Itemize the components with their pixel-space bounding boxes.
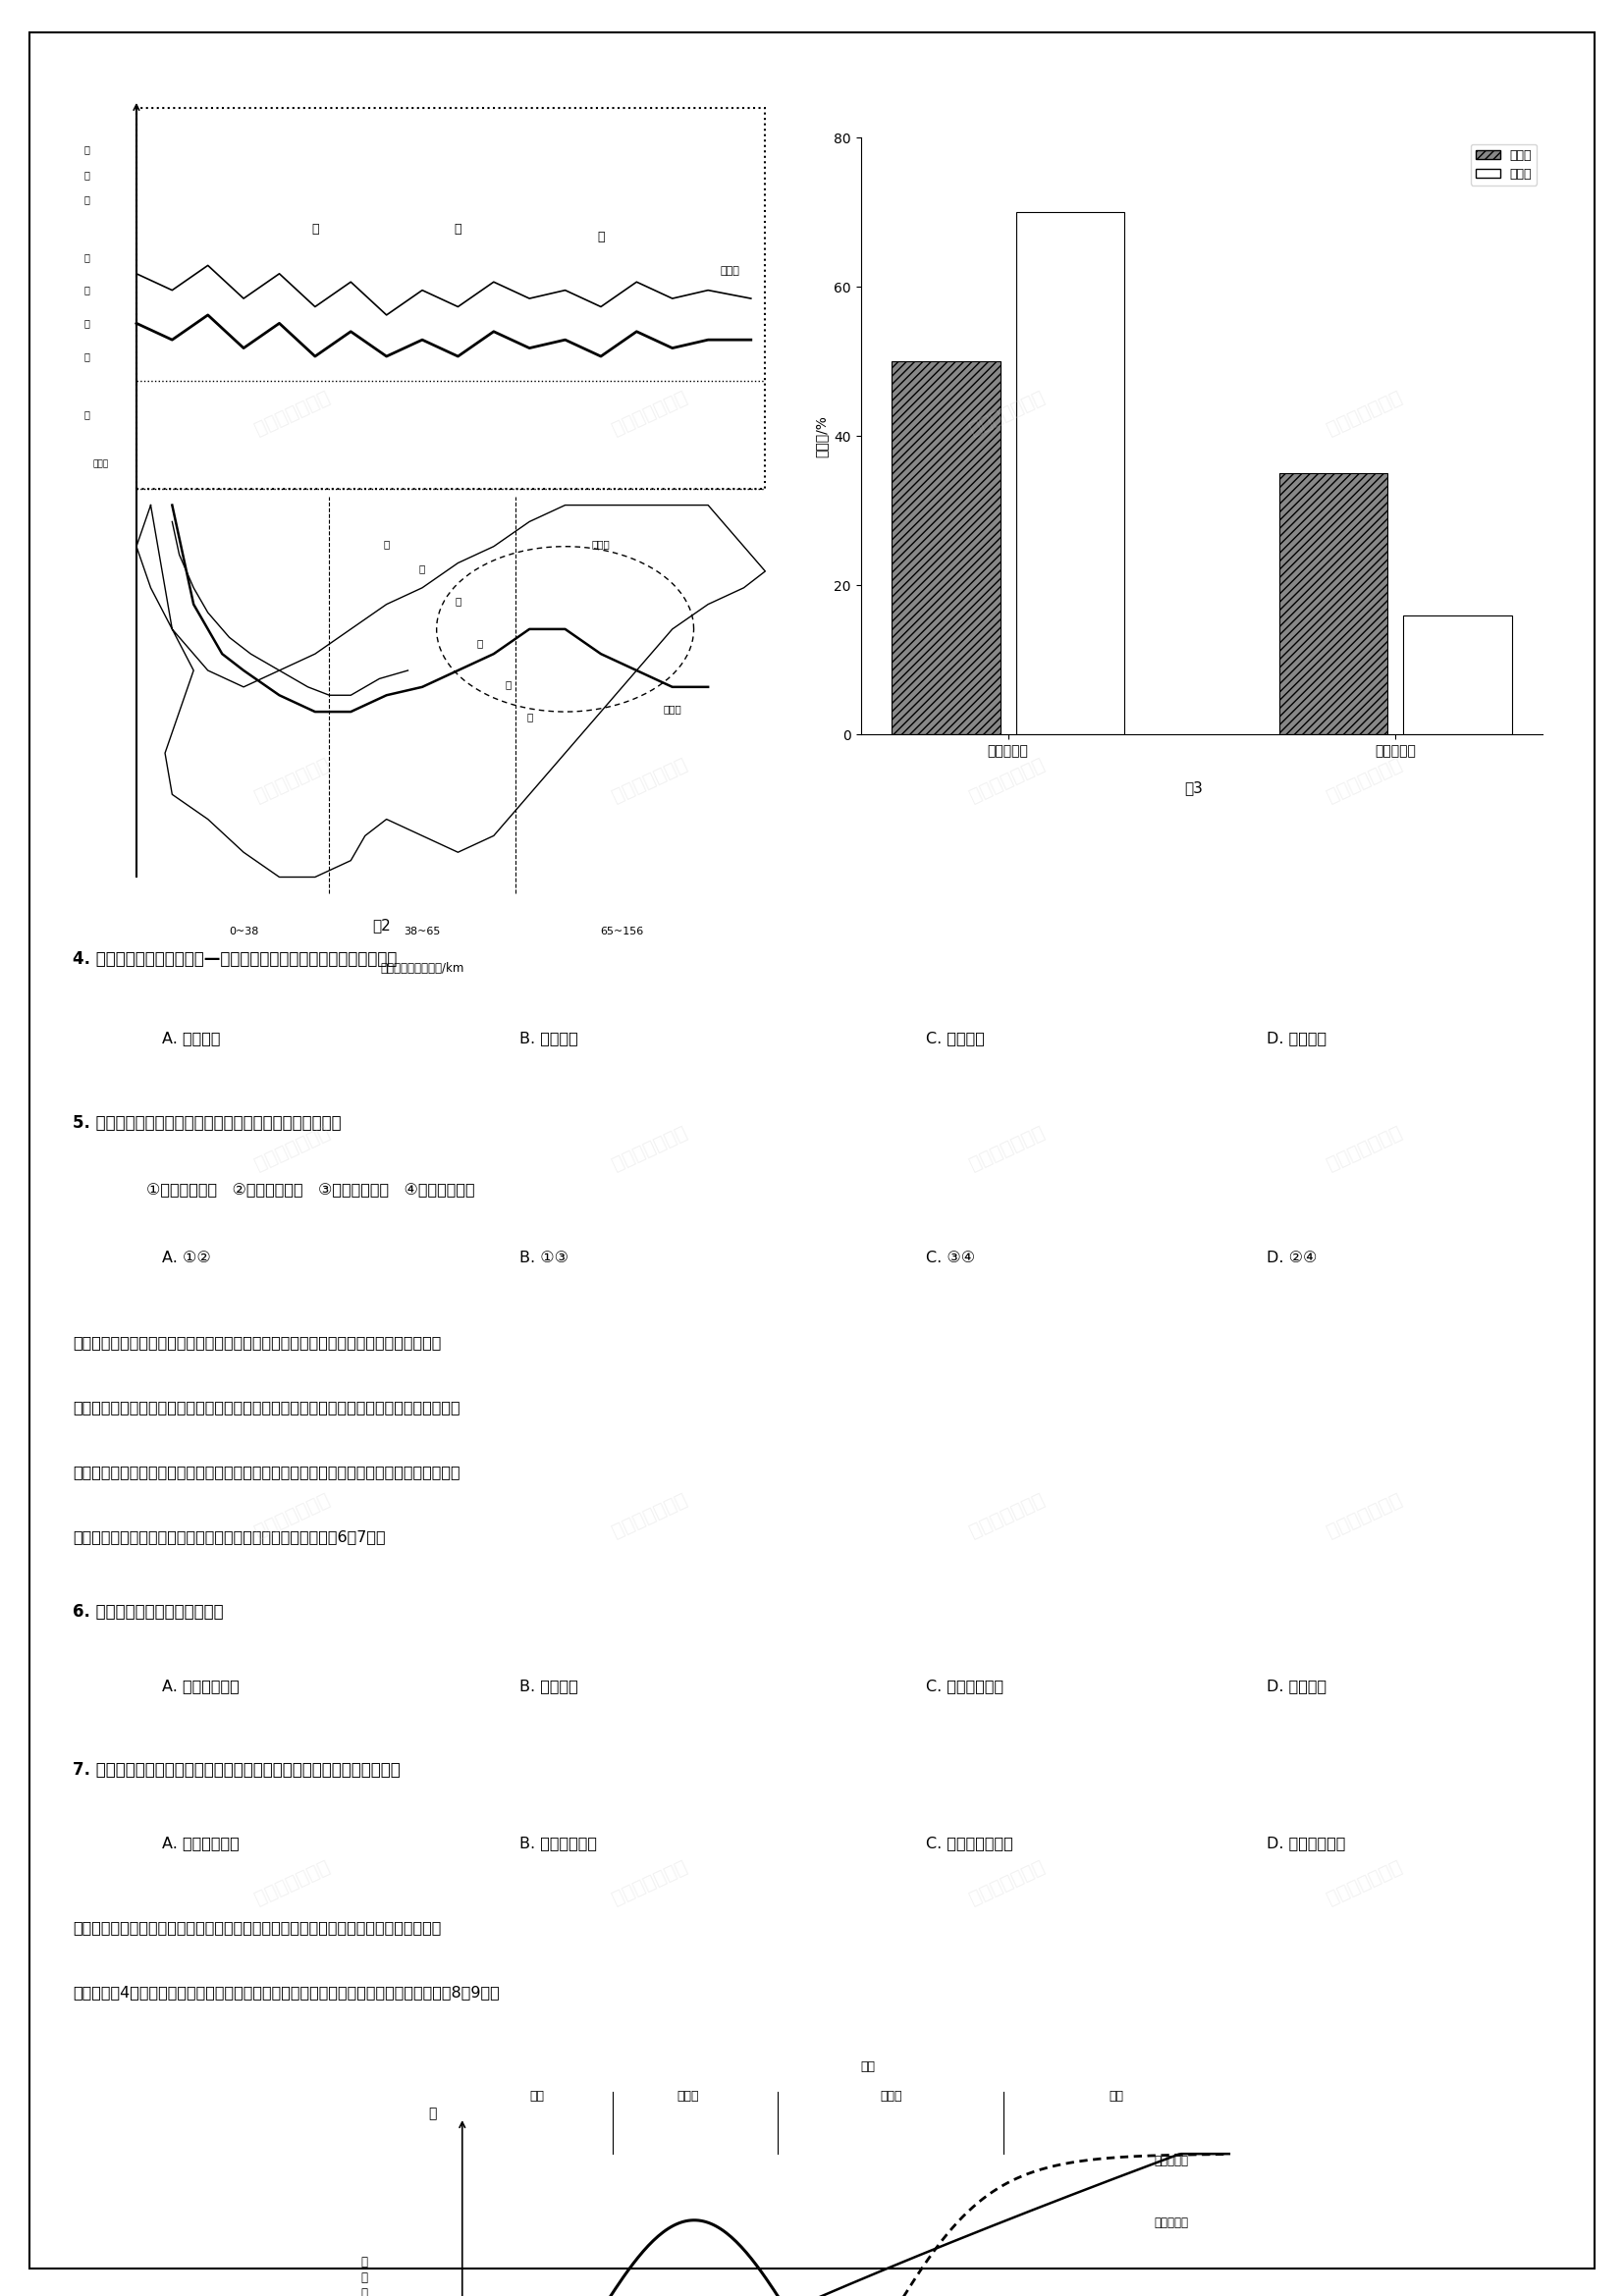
Text: 集一时间技教育: 集一时间技教育	[1324, 1857, 1405, 1908]
Bar	[1015, 211, 1124, 735]
Text: 半干旱: 半干旱	[677, 2089, 698, 2103]
Text: 38~65: 38~65	[404, 928, 440, 937]
Text: 65~156: 65~156	[601, 928, 645, 937]
Text: D. 城区规模: D. 城区规模	[1267, 1678, 1327, 1692]
Text: 溪洛渡: 溪洛渡	[663, 705, 682, 714]
Text: 表温度的变化序列，分析城市夜间灯光对地表温度的响应。研究表明，我国某城市群发展早期: 表温度的变化序列，分析城市夜间灯光对地表温度的响应。研究表明，我国某城市群发展早…	[73, 1401, 461, 1414]
Text: A. ①②: A. ①②	[162, 1251, 211, 1265]
Bar	[1403, 615, 1512, 735]
Text: 溪洛渡: 溪洛渡	[93, 459, 109, 468]
Text: D. 河水流速: D. 河水流速	[1267, 1031, 1327, 1047]
Text: C. 基础设施不完善: C. 基础设施不完善	[926, 1837, 1013, 1851]
Text: 拖: 拖	[83, 170, 89, 179]
Text: 湖: 湖	[83, 145, 89, 154]
Text: 气候: 气候	[861, 2060, 875, 2073]
Text: 干旱: 干旱	[529, 2089, 544, 2103]
Text: 集一时间技教育: 集一时间技教育	[1324, 755, 1405, 806]
Text: 坝: 坝	[83, 253, 89, 262]
Legend: 蓄水前, 蓄水后: 蓄水前, 蓄水后	[1470, 145, 1536, 186]
Bar	[1280, 473, 1389, 735]
Text: 集一时间技教育: 集一时间技教育	[252, 1490, 333, 1541]
Text: 湿润: 湿润	[1109, 2089, 1124, 2103]
Text: 集一时间技教育: 集一时间技教育	[609, 1123, 690, 1173]
Text: 集一时间技教育: 集一时间技教育	[609, 388, 690, 439]
Y-axis label: 百分比/%: 百分比/%	[815, 416, 828, 457]
Text: 半湿润: 半湿润	[880, 2089, 901, 2103]
Text: 7. 城市群发展早期，夜间灯光对地表温度的响应存在滞后性，主要是因为: 7. 城市群发展早期，夜间灯光对地表温度的响应存在滞后性，主要是因为	[73, 1761, 401, 1779]
Text: 集一时间技教育: 集一时间技教育	[609, 1857, 690, 1908]
Text: 图2: 图2	[372, 918, 391, 932]
Text: 研究表明，随着降水量的增加，水流侵蚀力和植被覆盖度发生变化，共同影响流域侵蚀产: 研究表明，随着降水量的增加，水流侵蚀力和植被覆盖度发生变化，共同影响流域侵蚀产	[73, 1919, 442, 1936]
Text: C. 人口作息规律: C. 人口作息规律	[926, 1678, 1004, 1692]
Text: 集一时间技教育: 集一时间技教育	[609, 755, 690, 806]
Text: 沙: 沙	[455, 223, 461, 234]
Text: A. 河面宽度: A. 河面宽度	[162, 1031, 221, 1047]
Text: 植被覆盖度: 植被覆盖度	[1155, 2216, 1189, 2229]
Text: B. 交通流量: B. 交通流量	[520, 1678, 578, 1692]
Text: 超前，即夜间灯光的扩展超过了城区地表温度的增长。据此完成6～7题。: 超前，即夜间灯光的扩展超过了城区地表温度的增长。据此完成6～7题。	[73, 1529, 387, 1543]
Text: 集一时间技教育: 集一时间技教育	[1324, 1123, 1405, 1173]
Text: 集一时间技教育: 集一时间技教育	[252, 1857, 333, 1908]
Text: 集一时间技教育: 集一时间技教育	[966, 388, 1047, 439]
Text: 利用卫星遥感技术可以获取城市夜间灯光图像，利用地理信息系统可以建立夜间灯光与地: 利用卫星遥感技术可以获取城市夜间灯光图像，利用地理信息系统可以建立夜间灯光与地	[73, 1334, 442, 1350]
Text: 河: 河	[455, 597, 461, 606]
Text: 家: 家	[83, 351, 89, 360]
Text: 沙: 沙	[505, 680, 512, 689]
Text: 集一时间技教育: 集一时间技教育	[609, 1490, 690, 1541]
Text: A. 城市扩张缓慢: A. 城市扩张缓慢	[162, 1837, 240, 1851]
Text: 向家坝: 向家坝	[719, 266, 739, 276]
Text: 4. 从水动力角度，对溪洛渡—向家坝河段进行水文分区的依据最可能是: 4. 从水动力角度，对溪洛渡—向家坝河段进行水文分区的依据最可能是	[73, 951, 398, 969]
Text: 水流侵蚀力: 水流侵蚀力	[1155, 2156, 1189, 2167]
Text: D. ②④: D. ②④	[1267, 1251, 1317, 1265]
Text: ①坝前泄水冲击   ②坝后泥沙淤积   ③激流环境减少   ④阻碍鱼类洄游: ①坝前泄水冲击 ②坝后泥沙淤积 ③激流环境减少 ④阻碍鱼类洄游	[146, 1182, 474, 1199]
Text: D. 电力供应充足: D. 电力供应充足	[1267, 1837, 1346, 1851]
Text: C. 河流水量: C. 河流水量	[926, 1031, 984, 1047]
Text: 金: 金	[476, 638, 482, 647]
Text: 集一时间技教育: 集一时间技教育	[966, 1490, 1047, 1541]
Text: 集一时间技教育: 集一时间技教育	[1324, 1490, 1405, 1541]
Text: 大: 大	[429, 2108, 437, 2122]
Text: 河: 河	[83, 409, 89, 420]
Text: B. ①③: B. ①③	[520, 1251, 568, 1265]
Text: 巧: 巧	[83, 319, 89, 328]
Text: 江: 江	[526, 712, 533, 721]
Text: B. 热岛效应较弱: B. 热岛效应较弱	[520, 1837, 598, 1851]
Text: 集一时间技教育: 集一时间技教育	[1324, 388, 1405, 439]
Text: 与溪洛渡坝下的距离/km: 与溪洛渡坝下的距离/km	[380, 962, 464, 976]
Text: 5. 河流梯级开发后，占比显著减少的鱼类面临的主要风险有: 5. 河流梯级开发后，占比显著减少的鱼类面临的主要风险有	[73, 1114, 341, 1132]
Text: 集一时间技教育: 集一时间技教育	[252, 755, 333, 806]
Text: 江: 江	[598, 232, 604, 243]
Text: 参: 参	[83, 285, 89, 296]
Text: 0~38: 0~38	[229, 928, 258, 937]
Bar	[892, 360, 1000, 735]
Text: 集一时间技教育: 集一时间技教育	[966, 755, 1047, 806]
Text: 集一时间技教育: 集一时间技教育	[966, 1857, 1047, 1908]
Text: 火: 火	[419, 563, 425, 574]
Text: 金: 金	[312, 223, 318, 234]
Text: 集一时间技教育: 集一时间技教育	[252, 388, 333, 439]
Text: B. 河床深度: B. 河床深度	[520, 1031, 578, 1047]
Text: C. ③④: C. ③④	[926, 1251, 974, 1265]
Text: 集一时间技教育: 集一时间技教育	[252, 1123, 333, 1173]
Text: 6. 夜间灯光能直观反映出城市的: 6. 夜间灯光能直观反映出城市的	[73, 1603, 224, 1621]
Text: 滩: 滩	[383, 540, 390, 549]
Text: A. 人口年龄构成: A. 人口年龄构成	[162, 1678, 240, 1692]
Text: 流
域
侵
蚀
产
沙
速
率: 流 域 侵 蚀 产 沙 速 率	[361, 2257, 369, 2296]
Text: 沙速率。图4示意水流侵蚀力、植被覆盖度和流域侵蚀产沙速率随降水量的关系。据此完成8～9题。: 沙速率。图4示意水流侵蚀力、植被覆盖度和流域侵蚀产沙速率随降水量的关系。据此完成…	[73, 1984, 500, 2000]
Text: 集一时间技教育: 集一时间技教育	[966, 1123, 1047, 1173]
Text: 图3: 图3	[1184, 781, 1203, 794]
Text: 夜间灯光对地表温度的响应存在滞后性。随着城市化的推进，夜间灯光对地表温度的响应逐步: 夜间灯光对地表温度的响应存在滞后性。随着城市化的推进，夜间灯光对地表温度的响应逐…	[73, 1465, 461, 1479]
Text: 向家坝: 向家坝	[591, 540, 611, 549]
Text: 坝: 坝	[83, 195, 89, 204]
